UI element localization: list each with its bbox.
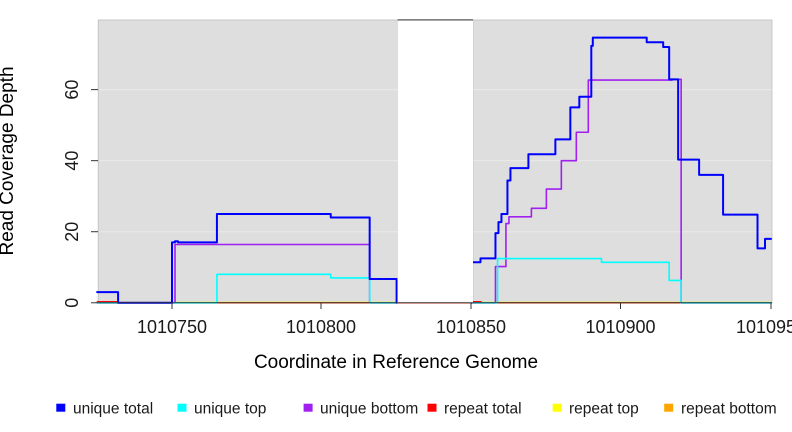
- svg-text:40: 40: [62, 151, 82, 171]
- svg-text:60: 60: [62, 80, 82, 100]
- svg-text:Read Coverage Depth: Read Coverage Depth: [0, 66, 18, 255]
- svg-text:repeat top: repeat top: [569, 401, 639, 418]
- svg-text:repeat total: repeat total: [444, 401, 522, 418]
- svg-text:0: 0: [62, 298, 82, 308]
- svg-text:1010750: 1010750: [137, 317, 207, 337]
- svg-text:repeat bottom: repeat bottom: [681, 401, 777, 418]
- svg-text:unique total: unique total: [73, 401, 153, 418]
- svg-text:unique top: unique top: [194, 401, 266, 418]
- svg-text:20: 20: [62, 222, 82, 242]
- svg-text:Coordinate in Reference Genome: Coordinate in Reference Genome: [254, 352, 538, 373]
- svg-text:1010850: 1010850: [436, 317, 506, 337]
- svg-text:1010800: 1010800: [286, 317, 356, 337]
- svg-text:1010900: 1010900: [585, 317, 655, 337]
- svg-text:unique bottom: unique bottom: [320, 401, 418, 418]
